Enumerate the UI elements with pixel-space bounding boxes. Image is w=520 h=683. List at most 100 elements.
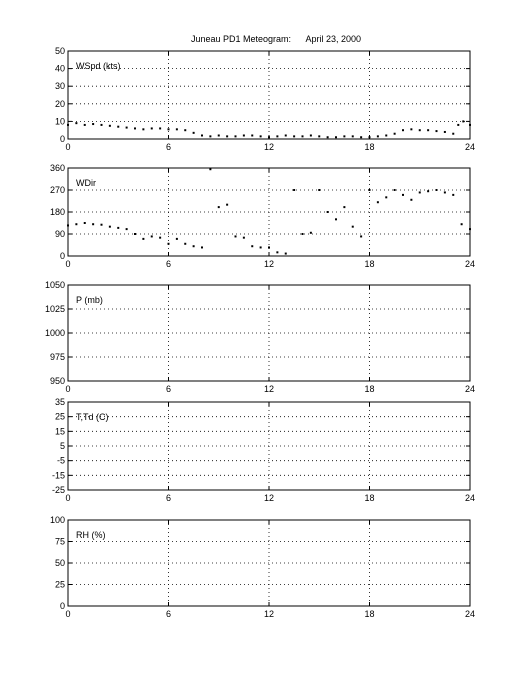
data-point	[284, 252, 287, 255]
data-point	[393, 189, 396, 191]
data-point	[326, 211, 329, 213]
figure-title: Juneau PD1 Meteogram: April 23, 2000	[191, 34, 361, 44]
data-point	[142, 237, 145, 240]
data-point	[184, 242, 187, 245]
panel-wdir: 0 6 12 18 24 0 90 180 270 360 WDir	[50, 163, 475, 269]
data-point	[318, 135, 321, 138]
x-tick-label: 12	[264, 142, 274, 152]
data-point	[309, 231, 312, 234]
y-tick-label: -5	[57, 456, 65, 466]
y-tick-label: 0	[60, 601, 65, 611]
y-tick-label: 75	[55, 537, 65, 547]
data-point	[462, 120, 465, 123]
data-point	[402, 129, 404, 132]
x-tick-label: 18	[364, 259, 374, 269]
data-point	[75, 223, 78, 226]
data-point	[150, 235, 153, 238]
data-point	[427, 129, 430, 132]
data-point	[142, 128, 145, 131]
data-point	[309, 134, 312, 137]
x-tick-label: 24	[465, 493, 475, 503]
data-point	[443, 130, 446, 133]
y-tick-label: -15	[52, 470, 65, 480]
x-tick-label: 6	[166, 384, 171, 394]
data-point	[125, 126, 128, 129]
data-point	[410, 128, 413, 131]
data-point	[460, 223, 463, 226]
data-point	[192, 131, 195, 134]
data-point	[150, 127, 153, 130]
data-point	[293, 135, 296, 138]
x-tick-label: 18	[364, 609, 374, 619]
data-point	[108, 225, 111, 228]
data-point	[351, 135, 354, 138]
data-point	[385, 134, 388, 137]
data-point	[67, 224, 69, 227]
data-point	[301, 135, 304, 138]
x-tick-label: 12	[264, 384, 274, 394]
data-point	[201, 246, 203, 249]
y-tick-label: 50	[55, 558, 65, 568]
data-point	[67, 123, 69, 126]
y-tick-label: 25	[55, 580, 65, 590]
data-point	[175, 237, 178, 240]
panel-wspd-kts: 0 6 12 18 24 0 10 20 30 40 50 WSpd (kts)	[55, 46, 475, 152]
data-point	[452, 193, 455, 196]
data-point	[226, 203, 229, 206]
panel-t-td-c: 0 6 12 18 24 -25 -15 -5 5 15 25 35 T,Td (C)	[52, 397, 475, 503]
y-tick-label: 35	[55, 397, 65, 407]
y-tick-label: 25	[55, 412, 65, 422]
panel-label: RH (%)	[76, 530, 106, 540]
data-point	[402, 193, 404, 196]
y-tick-label: -25	[52, 485, 65, 495]
data-point	[435, 189, 438, 191]
data-point	[234, 135, 237, 138]
data-point	[108, 124, 111, 127]
data-point	[376, 135, 379, 138]
y-tick-label: 30	[55, 81, 65, 91]
y-tick-label: 90	[55, 229, 65, 239]
y-tick-label: 360	[50, 163, 65, 173]
data-point	[343, 135, 346, 138]
x-tick-label: 24	[465, 609, 475, 619]
x-tick-label: 24	[465, 384, 475, 394]
data-point	[469, 228, 471, 231]
data-point	[284, 134, 287, 137]
data-point	[469, 123, 471, 126]
y-tick-label: 975	[50, 352, 65, 362]
data-point	[242, 134, 245, 137]
data-point	[117, 125, 120, 128]
data-point	[410, 198, 413, 201]
data-point	[301, 233, 304, 235]
data-point	[418, 129, 421, 132]
y-tick-label: 20	[55, 99, 65, 109]
data-point	[209, 168, 212, 171]
data-point	[100, 123, 103, 126]
data-point	[159, 127, 162, 130]
data-point	[167, 242, 170, 245]
panel-label: P (mb)	[76, 295, 103, 305]
data-point	[427, 190, 430, 193]
data-point	[83, 123, 86, 126]
data-point	[351, 225, 354, 228]
x-tick-label: 0	[65, 609, 70, 619]
y-tick-label: 1000	[45, 328, 65, 338]
data-point	[92, 223, 95, 226]
y-tick-label: 50	[55, 46, 65, 56]
panel-p-mb: 0 6 12 18 24 950 975 1000 1025 1050 P (mb)	[45, 280, 475, 394]
x-tick-label: 24	[465, 259, 475, 269]
data-point	[452, 132, 455, 135]
y-tick-label: 180	[50, 207, 65, 217]
y-tick-label: 40	[55, 64, 65, 74]
data-point	[443, 191, 446, 194]
data-point	[276, 135, 279, 138]
panel-label: WDir	[76, 178, 96, 188]
data-point	[435, 130, 438, 133]
y-tick-label: 15	[55, 426, 65, 436]
data-point	[368, 136, 371, 139]
x-tick-label: 12	[264, 493, 274, 503]
data-point	[192, 245, 195, 248]
data-point	[335, 218, 337, 221]
data-point	[100, 223, 103, 226]
y-tick-label: 1050	[45, 280, 65, 290]
